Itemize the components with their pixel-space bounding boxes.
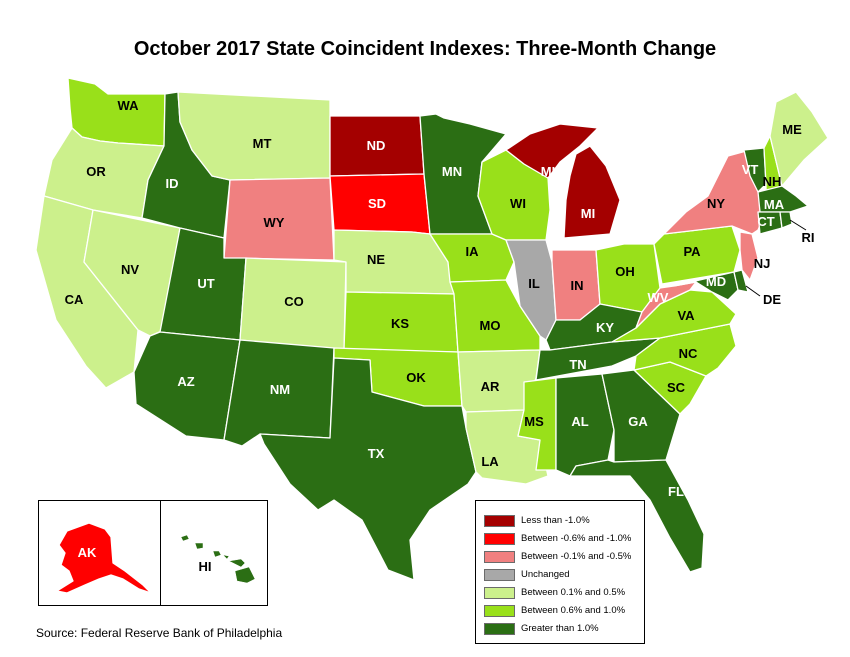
label-mn: MN	[442, 164, 462, 179]
legend-item: Greater than 1.0%	[484, 622, 599, 635]
ri-callout	[789, 219, 807, 231]
legend-swatch	[484, 586, 515, 599]
legend-item: Between -0.1% and -0.5%	[484, 550, 631, 563]
label-ut: UT	[197, 276, 214, 291]
de-callout	[745, 285, 761, 297]
label-az: AZ	[177, 374, 194, 389]
label-tx: TX	[368, 446, 385, 461]
label-ia: IA	[466, 244, 480, 259]
label-mi-up: MI	[541, 164, 555, 179]
state-vt[interactable]	[743, 147, 767, 193]
legend-swatch	[484, 568, 515, 581]
state-ri[interactable]	[779, 211, 793, 229]
label-me: ME	[782, 122, 802, 137]
label-sc: SC	[667, 380, 686, 395]
label-nm: NM	[270, 382, 290, 397]
hawaii-svg: HI	[180, 534, 256, 584]
label-oh: OH	[615, 264, 635, 279]
legend-label: Less than -1.0%	[521, 515, 590, 526]
state-mt[interactable]	[177, 91, 331, 181]
legend-swatch	[484, 514, 515, 527]
legend-label: Unchanged	[521, 569, 570, 580]
label-ms: MS	[524, 414, 544, 429]
label-tn: TN	[569, 357, 586, 372]
map-title: October 2017 State Coincident Indexes: T…	[133, 38, 717, 60]
label-pa: PA	[683, 244, 701, 259]
state-mi-up[interactable]	[505, 123, 599, 179]
legend-label: Between -0.1% and -0.5%	[521, 551, 632, 562]
label-va: VA	[677, 308, 695, 323]
label-wv: WV	[648, 290, 669, 305]
state-mi[interactable]	[563, 145, 621, 239]
label-ct: CT	[757, 214, 774, 229]
label-mt: MT	[253, 136, 272, 151]
label-or: OR	[86, 164, 106, 179]
legend-swatch	[484, 604, 515, 617]
label-wa: WA	[118, 98, 140, 113]
label-nd: ND	[367, 138, 386, 153]
label-vt: VT	[742, 162, 759, 177]
label-ne: NE	[367, 252, 385, 267]
label-nh: NH	[763, 174, 782, 189]
source-note: Source: Federal Reserve Bank of Philadel…	[36, 626, 283, 640]
label-sd: SD	[368, 196, 386, 211]
label-nj: NJ	[754, 256, 771, 271]
label-mo: MO	[480, 318, 501, 333]
state-me[interactable]	[769, 91, 829, 187]
state-wa[interactable]	[67, 77, 166, 147]
legend-item: Less than -1.0%	[484, 514, 590, 527]
label-nv: NV	[121, 262, 139, 277]
label-wy: WY	[264, 215, 285, 230]
label-ma: MA	[764, 197, 785, 212]
legend-swatch	[484, 550, 515, 563]
hawaii-inset: HI	[160, 500, 268, 606]
label-ga: GA	[628, 414, 648, 429]
label-de: DE	[763, 292, 781, 307]
label-in: IN	[571, 278, 584, 293]
label-ky: KY	[596, 320, 614, 335]
label-co: CO	[284, 294, 304, 309]
alaska-svg: AK	[56, 522, 152, 594]
label-la: LA	[481, 454, 499, 469]
label-wi: WI	[510, 196, 526, 211]
label-ca: CA	[65, 292, 84, 307]
state-mo[interactable]	[449, 279, 541, 353]
label-nc: NC	[679, 346, 698, 361]
legend-label: Greater than 1.0%	[521, 623, 599, 634]
label-id: ID	[166, 176, 179, 191]
label-ak: AK	[78, 545, 97, 560]
legend-item: Unchanged	[484, 568, 570, 581]
label-fl: FL	[668, 484, 684, 499]
label-md: MD	[706, 274, 726, 289]
legend-item: Between 0.1% and 0.5%	[484, 586, 625, 599]
legend-label: Between 0.6% and 1.0%	[521, 605, 626, 616]
state-wv[interactable]	[635, 281, 697, 329]
state-hi[interactable]	[180, 534, 256, 584]
label-mi: MI	[581, 206, 595, 221]
legend-label: Between -0.6% and -1.0%	[521, 533, 632, 544]
alaska-inset: AK	[38, 500, 162, 606]
label-ok: OK	[406, 370, 426, 385]
label-il: IL	[528, 276, 540, 291]
label-hi: HI	[199, 559, 212, 574]
legend-item: Between 0.6% and 1.0%	[484, 604, 625, 617]
legend-label: Between 0.1% and 0.5%	[521, 587, 626, 598]
state-fl[interactable]	[569, 459, 705, 573]
state-de[interactable]	[733, 269, 749, 293]
legend-swatch	[484, 622, 515, 635]
label-ar: AR	[481, 379, 500, 394]
label-ks: KS	[391, 316, 409, 331]
legend-swatch	[484, 532, 515, 545]
state-tx[interactable]	[259, 357, 477, 581]
legend: Less than -1.0% Between -0.6% and -1.0% …	[475, 500, 645, 644]
label-ri: RI	[802, 230, 815, 245]
label-al: AL	[571, 414, 588, 429]
state-ak[interactable]	[56, 522, 152, 594]
label-ny: NY	[707, 196, 725, 211]
legend-item: Between -0.6% and -1.0%	[484, 532, 631, 545]
